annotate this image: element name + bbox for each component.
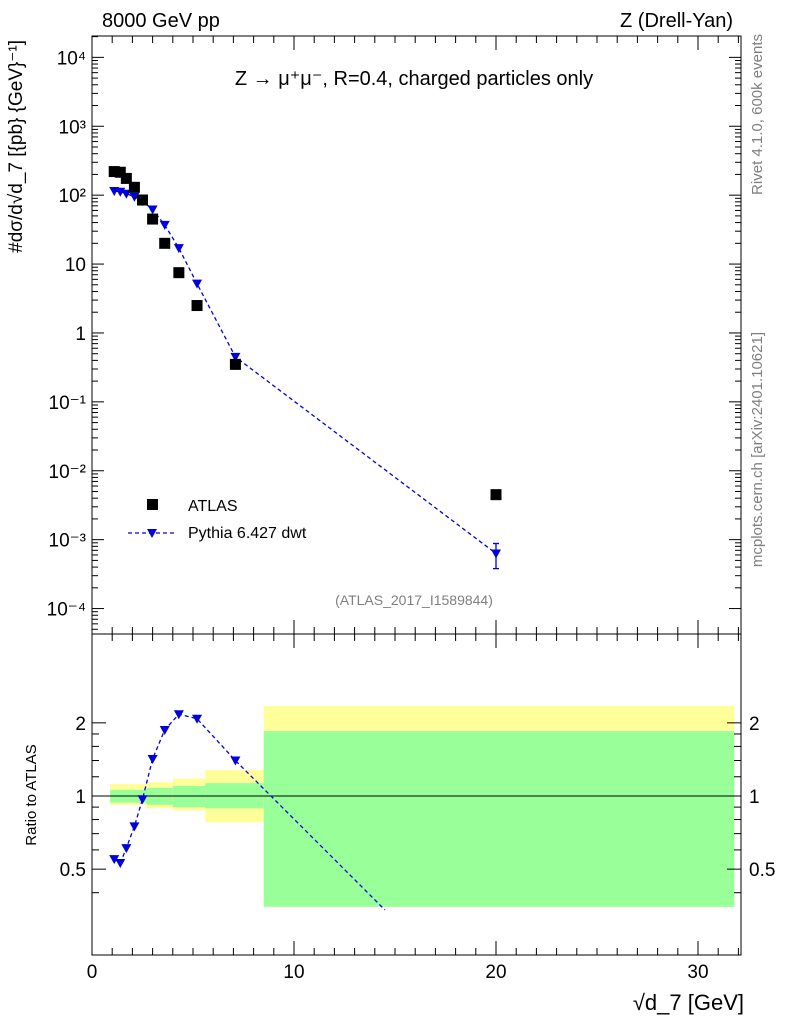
legend-mc-marker: [147, 529, 157, 538]
ratio-band-stat: [263, 731, 735, 907]
ratio-y-ticks: 0.5 0.5 1 1 2 2: [60, 714, 775, 894]
main-series: [108, 166, 502, 570]
header-left: 8000 GeV pp: [102, 10, 220, 32]
mc-point: [230, 352, 241, 362]
y-tick-label: 10⁴: [57, 48, 86, 69]
mc-point: [121, 189, 132, 199]
legend-data-label: ATLAS: [188, 498, 238, 515]
data-point: [108, 166, 120, 178]
plot-title: Z → μ⁺μ⁻, R=0.4, charged particles only: [235, 68, 593, 90]
ratio-mc-point: [137, 795, 148, 805]
data-point: [490, 489, 502, 501]
ratio-tick-label-right: 0.5: [749, 860, 775, 881]
ratio-tick-label: 0.5: [60, 860, 86, 881]
data-point: [147, 213, 159, 225]
ratio-y-label: Ratio to ATLAS: [23, 744, 40, 845]
data-point: [114, 166, 126, 178]
legend-mc-label: Pythia 6.427 dwt: [188, 525, 307, 542]
rivet-label: Rivet 4.1.0, 600k events: [749, 34, 766, 195]
data-point: [159, 237, 171, 249]
main-x-ticks: [91, 36, 739, 634]
data-point: [173, 267, 185, 279]
ratio-mc-point: [115, 859, 126, 869]
data-point: [191, 300, 203, 312]
mc-point: [491, 549, 501, 559]
mc-point: [147, 205, 158, 215]
ratio-tick-label: 1: [75, 787, 86, 808]
ratio-x-ticks: 0 10 20 30: [87, 634, 739, 983]
ratio-mc-line: [113, 713, 386, 911]
mc-point: [159, 220, 170, 230]
analysis-id: (ATLAS_2017_I1589844): [335, 592, 493, 608]
ratio-mc-point: [147, 754, 158, 764]
x-tick-label: 0: [87, 962, 98, 983]
y-tick-label: 1: [75, 324, 86, 345]
legend-data-marker: [147, 499, 158, 510]
y-tick-label: 10⁻³: [49, 531, 87, 552]
data-point: [128, 181, 140, 193]
legend: ATLAS Pythia 6.427 dwt: [128, 498, 307, 542]
y-tick-label: 10⁻¹: [49, 393, 87, 414]
mc-point: [129, 192, 140, 202]
main-frame: [91, 35, 742, 635]
x-tick-label: 10: [283, 962, 304, 983]
y-tick-label: 10⁻²: [49, 462, 87, 483]
ratio-panel: 0.5 0.5 1 1 2 2 0 10 20 30 Ratio to ATLAS: [23, 633, 775, 983]
header-right: Z (Drell-Yan): [620, 10, 733, 32]
ratio-band-stat: [172, 785, 206, 808]
x-tick-label: 20: [485, 962, 506, 983]
data-point: [120, 172, 132, 184]
ratio-tick-label-right: 1: [749, 787, 760, 808]
mc-line: [114, 190, 497, 555]
y-axis-label: #dσ/d√d_7 [{pb} {GeV}⁻¹]: [6, 40, 27, 253]
y-tick-label: 10³: [59, 117, 86, 138]
ratio-mc-point: [129, 822, 140, 832]
main-y-ticks: 10⁻⁴ 10⁻³ 10⁻² 10⁻¹ 1 10 10² 10³ 10⁴: [47, 36, 741, 630]
mc-point: [192, 279, 203, 289]
mc-point: [173, 244, 184, 254]
source-label: mcplots.cern.ch [arXiv:2401.10621]: [749, 332, 766, 567]
x-axis-label: √d_7 [GeV]: [633, 990, 744, 1015]
y-tick-label: 10: [65, 255, 86, 276]
ratio-mc-point: [121, 844, 132, 854]
y-tick-label: 10²: [59, 186, 86, 207]
ratio-tick-label-right: 2: [749, 714, 760, 735]
data-point: [137, 194, 148, 206]
ratio-mc-point: [192, 714, 203, 724]
y-tick-label: 10⁻⁴: [47, 600, 86, 621]
ratio-mc-point: [159, 725, 170, 735]
ratio-frame: [91, 633, 742, 956]
ratio-bands: [110, 705, 735, 907]
ratio-mc-point: [173, 710, 184, 720]
main-panel: 10⁻⁴ 10⁻³ 10⁻² 10⁻¹ 1 10 10² 10³ 10⁴ Z → μ⁺μ⁻, R…: [6, 35, 742, 635]
ratio-series: [109, 710, 386, 911]
ratio-tick-label: 2: [75, 714, 86, 735]
data-point: [229, 358, 241, 370]
x-tick-label: 30: [687, 962, 708, 983]
